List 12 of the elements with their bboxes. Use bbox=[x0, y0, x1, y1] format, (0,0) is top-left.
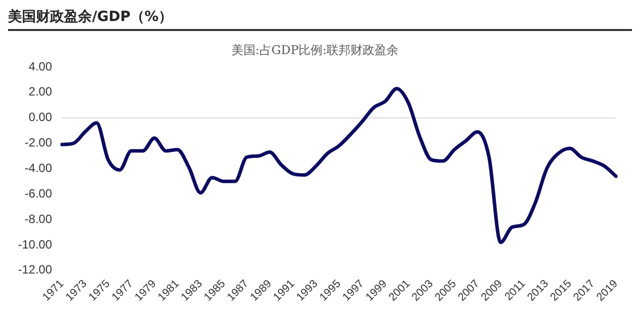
y-tick-label: -6.00 bbox=[24, 186, 52, 200]
line-series bbox=[60, 86, 618, 244]
y-tick-label: -4.00 bbox=[24, 160, 52, 175]
y-tick-label: -10.00 bbox=[18, 237, 52, 252]
y-tick-label: -2.00 bbox=[24, 136, 52, 150]
chart-title: 美国财政盈余/GDP（%） bbox=[8, 8, 632, 31]
y-tick-label: -12.00 bbox=[18, 262, 52, 277]
y-tick-label: 4.00 bbox=[28, 59, 52, 74]
y-tick-label: 0.00 bbox=[28, 110, 52, 124]
y-tick-label: -8.00 bbox=[24, 212, 52, 226]
y-tick-label: 2.00 bbox=[28, 84, 52, 99]
text: 美国:占GDP比例:联邦财政盈余 bbox=[231, 43, 399, 58]
